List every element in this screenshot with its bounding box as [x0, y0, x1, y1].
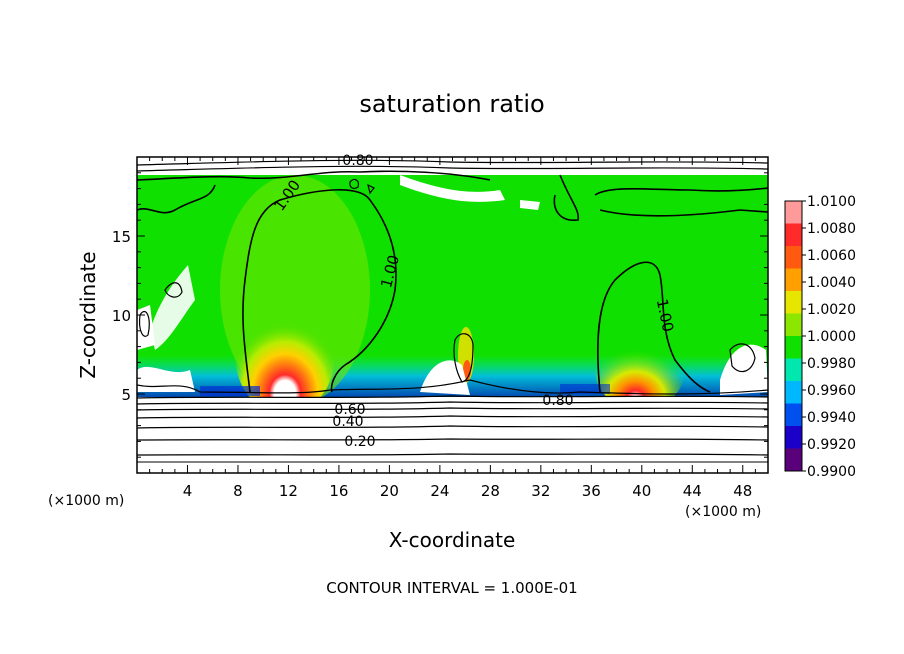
colorbar-swatch — [785, 291, 802, 314]
colorbar-level-label: 1.0040 — [807, 275, 856, 291]
x-tick-label: 20 — [380, 482, 399, 500]
chart-title: saturation ratio — [359, 90, 544, 118]
colorbar-swatch — [785, 268, 802, 292]
heatmap-field — [137, 157, 768, 473]
colorbar: 1.0100 1.0080 1.0060 1.0040 1.0020 1.0000 0.99… — [784, 194, 856, 480]
contour-label: 0.80 — [342, 153, 373, 169]
x-tick-label: 36 — [582, 482, 601, 500]
colorbar-level-label: 0.9980 — [807, 356, 856, 372]
colorbar-swatch — [785, 403, 802, 427]
colorbar-level-label: 0.9960 — [807, 383, 856, 399]
colorbar-swatch — [785, 426, 802, 449]
contour-label: 0.80 — [542, 393, 573, 409]
colorbar-swatch — [785, 313, 802, 337]
colorbar-swatch — [785, 358, 802, 382]
colorbar-level-label: 1.0000 — [807, 329, 856, 345]
y-axis-label: Z-coordinate — [76, 251, 100, 378]
colorbar-level-label: 1.0080 — [807, 221, 856, 237]
colorbar-swatch — [785, 381, 802, 404]
x-tick-label: 28 — [481, 482, 500, 500]
x-tick-label: 12 — [279, 482, 298, 500]
x-tick-label: 40 — [632, 482, 651, 500]
y-axis: 5 10 15 — [112, 172, 768, 458]
contour-lines — [137, 159, 768, 463]
contour-label: 0.40 — [332, 414, 363, 430]
y-tick-label: 10 — [112, 307, 131, 325]
x-tick-label: 4 — [183, 482, 193, 500]
contour-interval-note: CONTOUR INTERVAL = 1.000E-01 — [326, 579, 577, 597]
x-unit-right: (×1000 m) — [685, 504, 761, 520]
colorbar-level-label: 0.9920 — [807, 437, 856, 453]
colorbar-swatch — [785, 448, 802, 472]
x-tick-label: 16 — [329, 482, 348, 500]
colorbar-level-label: 1.0020 — [807, 302, 856, 318]
x-axis-label: X-coordinate — [389, 528, 516, 552]
colorbar-level-label: 0.9940 — [807, 410, 856, 426]
x-tick-label: 24 — [430, 482, 449, 500]
x-axis: 4 8 12 16 20 24 28 32 36 40 44 48 — [149, 157, 756, 500]
colorbar-swatch — [785, 336, 802, 359]
contour-label-group: 0.80 1.00 1.00 1.00 0.80 0.60 0.40 0.20 — [270, 153, 677, 450]
contour-label: 0.60 — [334, 402, 365, 418]
x-unit-left: (×1000 m) — [48, 493, 124, 509]
x-tick-label: 48 — [733, 482, 752, 500]
colorbar-swatch — [785, 201, 802, 224]
colorbar-swatch — [785, 246, 802, 269]
colorbar-level-label: 1.0100 — [807, 194, 856, 210]
x-tick-label: 44 — [683, 482, 702, 500]
colorbar-level-label: 1.0060 — [807, 248, 856, 264]
y-tick-label: 5 — [121, 386, 131, 404]
x-tick-label: 8 — [233, 482, 243, 500]
y-tick-label: 15 — [112, 228, 131, 246]
colorbar-swatch — [785, 223, 802, 247]
colorbar-level-label: 0.9900 — [807, 464, 856, 480]
x-tick-label: 32 — [531, 482, 550, 500]
contour-label: 0.20 — [344, 434, 375, 450]
